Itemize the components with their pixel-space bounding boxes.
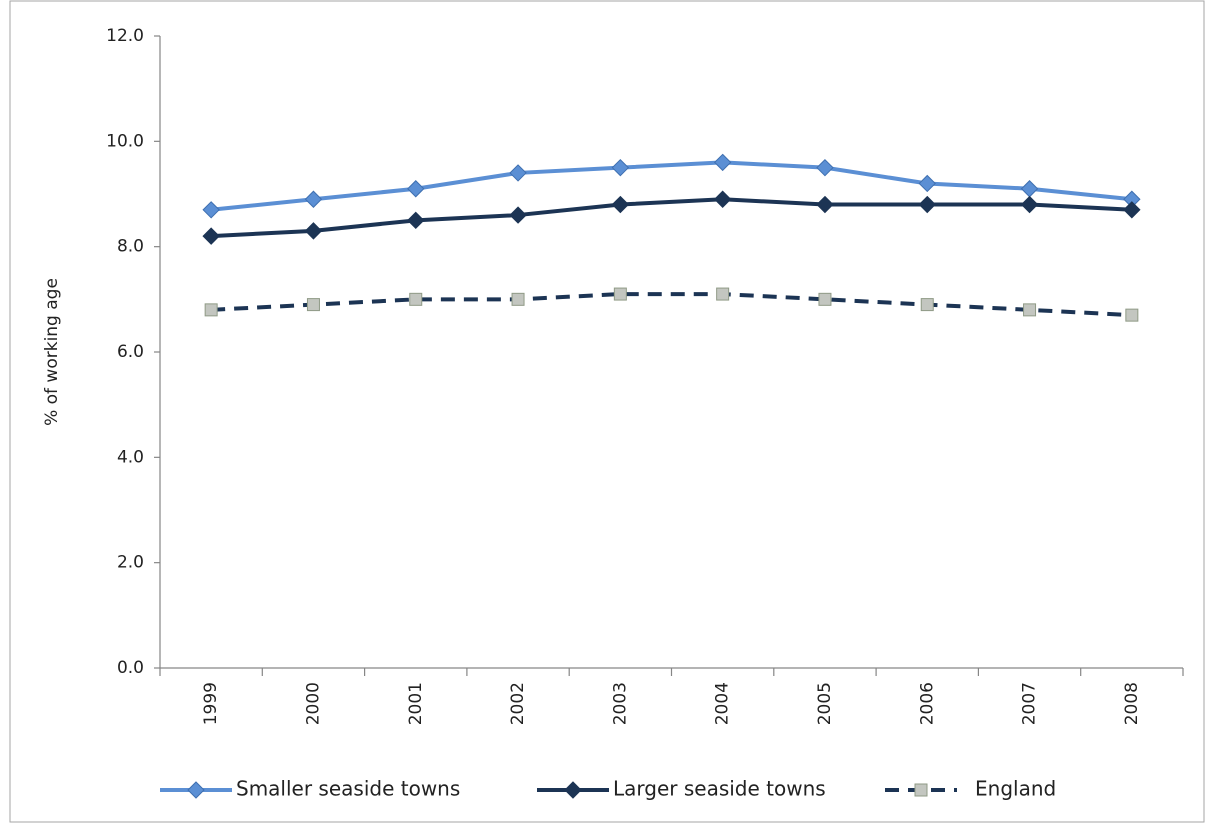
series-line	[211, 197, 1132, 239]
y-tick-label: 2.0	[117, 553, 144, 573]
data-point	[202, 201, 220, 219]
x-tick-label: 2001	[406, 682, 426, 725]
series-line	[211, 292, 1132, 318]
chart-border	[9, 0, 1205, 823]
data-point	[816, 195, 834, 214]
legend-marker	[914, 783, 928, 797]
series-line	[210, 160, 1133, 212]
y-tick-label: 8.0	[117, 237, 144, 257]
y-axis-title: % of working age	[42, 278, 62, 426]
data-point	[713, 153, 732, 172]
data-point	[1020, 180, 1039, 198]
data-point	[407, 211, 425, 230]
x-tick-label: 2002	[508, 682, 528, 725]
data-point	[818, 292, 832, 306]
data-point	[511, 292, 525, 306]
data-point	[611, 158, 630, 177]
data-point	[716, 287, 730, 301]
data-point	[204, 303, 218, 317]
data-point	[1020, 195, 1039, 214]
legend-label: Larger seaside towns	[613, 777, 826, 801]
y-tick-label: 10.0	[106, 131, 144, 151]
data-point	[304, 222, 323, 240]
data-point	[918, 195, 936, 214]
legend-label: Smaller seaside towns	[236, 777, 460, 801]
legend-label: England	[975, 777, 1056, 801]
x-tick-label: 2006	[917, 682, 937, 725]
data-point	[1123, 201, 1141, 219]
x-tick-label: 2007	[1020, 682, 1040, 725]
data-point	[920, 298, 934, 312]
x-tick-label: 2003	[610, 682, 630, 725]
data-point	[509, 206, 527, 224]
data-point	[409, 292, 423, 306]
x-tick-label: 2000	[303, 682, 323, 725]
data-point	[304, 190, 323, 208]
legend-marker	[564, 781, 582, 799]
data-point	[613, 287, 627, 301]
y-tick-label: 4.0	[117, 447, 144, 467]
y-tick-label: 6.0	[117, 342, 144, 362]
data-point	[407, 180, 425, 198]
data-point	[611, 195, 630, 214]
data-point	[306, 298, 320, 312]
x-tick-label: 1999	[201, 682, 221, 725]
data-point	[1125, 308, 1139, 322]
x-tick-label: 2004	[713, 682, 733, 725]
y-tick-label: 0.0	[117, 658, 144, 678]
x-tick-label: 2005	[815, 682, 835, 725]
data-point	[713, 190, 732, 208]
data-point	[918, 174, 936, 193]
data-point	[509, 164, 527, 182]
data-point	[202, 227, 220, 245]
legend-marker	[187, 781, 205, 799]
y-tick-label: 12.0	[106, 26, 144, 46]
x-tick-label: 2008	[1122, 682, 1142, 725]
data-point	[1023, 303, 1037, 317]
data-point	[816, 158, 834, 177]
